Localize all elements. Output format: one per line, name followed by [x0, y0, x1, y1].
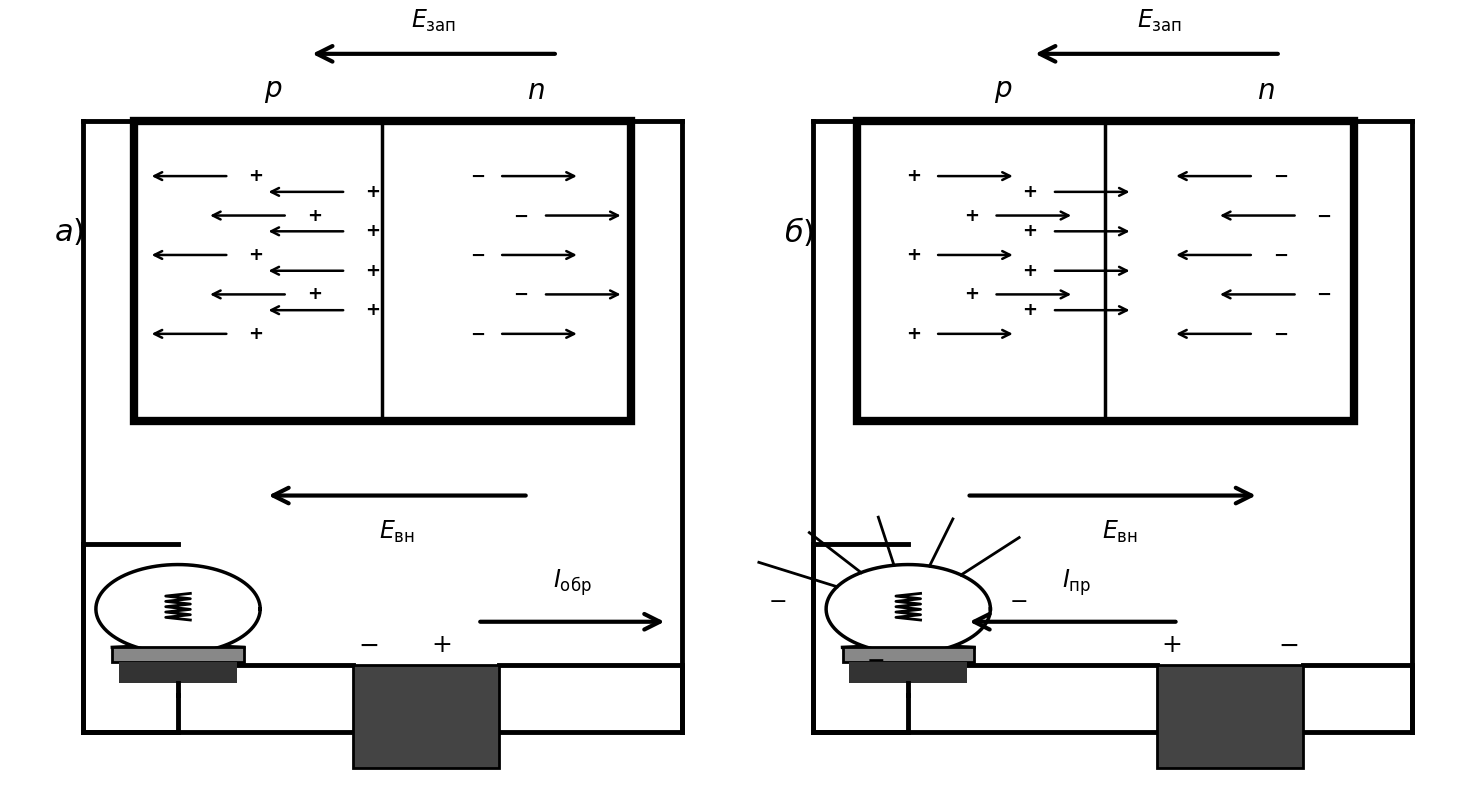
Text: $\bf{\it{б)}}$: $\bf{\it{б)}}$	[784, 215, 814, 248]
Text: $\mathbf{+}$: $\mathbf{+}$	[248, 246, 264, 264]
Text: $\mathbf{+}$: $\mathbf{+}$	[365, 183, 380, 200]
Text: $\mathbf{+}$: $\mathbf{+}$	[1022, 261, 1038, 280]
Text: $n$: $n$	[526, 77, 545, 105]
Text: $\mathbf{-}$: $\mathbf{-}$	[469, 325, 485, 342]
Bar	[843, 647, 973, 662]
Text: $p$: $p$	[264, 77, 281, 105]
Text: $\it{E}_{\mathbf{\rm зап}}$: $\it{E}_{\mathbf{\rm зап}}$	[1136, 8, 1182, 34]
Text: $\mathbf{+}$: $\mathbf{+}$	[906, 325, 921, 342]
Text: $-$: $-$	[1009, 590, 1026, 610]
Text: $\mathbf{+}$: $\mathbf{+}$	[248, 167, 264, 185]
Text: $\mathbf{+}$: $\mathbf{+}$	[1022, 302, 1038, 319]
Text: $\mathbf{+}$: $\mathbf{+}$	[906, 246, 921, 264]
Text: $-$: $-$	[1278, 634, 1297, 658]
Text: $\mathbf{+}$: $\mathbf{+}$	[306, 207, 321, 225]
Bar	[113, 647, 243, 662]
Text: $-$: $-$	[358, 634, 378, 658]
Bar	[135, 121, 630, 420]
Text: $\bf{\it{а)}}$: $\bf{\it{а)}}$	[54, 216, 84, 247]
Bar	[113, 647, 243, 662]
Text: $\mathbf{+}$: $\mathbf{+}$	[965, 207, 979, 225]
Text: $\mathbf{-}$: $\mathbf{-}$	[1272, 167, 1287, 185]
Text: $\mathbf{+}$: $\mathbf{+}$	[365, 222, 380, 241]
Text: $\mathbf{-}$: $\mathbf{-}$	[513, 286, 529, 303]
Text: $\mathbf{+}$: $\mathbf{+}$	[1022, 222, 1038, 241]
Bar	[119, 662, 237, 683]
Text: $\mathbf{-}$: $\mathbf{-}$	[1316, 207, 1331, 225]
Text: $\mathbf{-}$: $\mathbf{-}$	[1272, 246, 1287, 264]
Text: $\mathbf{-}$: $\mathbf{-}$	[1272, 325, 1287, 342]
Text: $\it{E}_{\mathbf{\rm вн}}$: $\it{E}_{\mathbf{\rm вн}}$	[380, 519, 415, 545]
Bar	[353, 665, 500, 768]
Bar	[849, 662, 968, 683]
Text: $\mathbf{-}$: $\mathbf{-}$	[1316, 286, 1331, 303]
Text: $+$: $+$	[1161, 634, 1182, 658]
Text: $\mathbf{+}$: $\mathbf{+}$	[1022, 183, 1038, 200]
Text: $+$: $+$	[431, 634, 452, 658]
Text: $-$: $-$	[866, 649, 884, 669]
Text: $\mathbf{+}$: $\mathbf{+}$	[965, 286, 979, 303]
Text: $n$: $n$	[1258, 77, 1275, 105]
Text: $\it{E}_{\mathbf{\rm вн}}$: $\it{E}_{\mathbf{\rm вн}}$	[1102, 519, 1138, 545]
Bar	[1157, 665, 1303, 768]
Text: $\it{I}_{\mathbf{\rm пр}}$: $\it{I}_{\mathbf{\rm пр}}$	[1061, 567, 1091, 598]
Text: $-$: $-$	[768, 590, 786, 610]
Text: $\mathbf{+}$: $\mathbf{+}$	[365, 302, 380, 319]
Text: $\mathbf{-}$: $\mathbf{-}$	[513, 207, 529, 225]
Text: $\it{I}_{\mathbf{\rm обр}}$: $\it{I}_{\mathbf{\rm обр}}$	[553, 567, 592, 598]
Text: $\mathbf{+}$: $\mathbf{+}$	[306, 286, 321, 303]
Bar	[843, 647, 973, 662]
Text: $\mathbf{+}$: $\mathbf{+}$	[365, 261, 380, 280]
Text: $\mathbf{-}$: $\mathbf{-}$	[469, 246, 485, 264]
Text: $\mathbf{-}$: $\mathbf{-}$	[469, 167, 485, 185]
Text: $\it{E}_{\mathbf{\rm зап}}$: $\it{E}_{\mathbf{\rm зап}}$	[410, 8, 456, 34]
Text: $\mathbf{+}$: $\mathbf{+}$	[906, 167, 921, 185]
Text: $\mathbf{+}$: $\mathbf{+}$	[248, 325, 264, 342]
Bar	[858, 121, 1353, 420]
Text: $p$: $p$	[994, 77, 1013, 105]
